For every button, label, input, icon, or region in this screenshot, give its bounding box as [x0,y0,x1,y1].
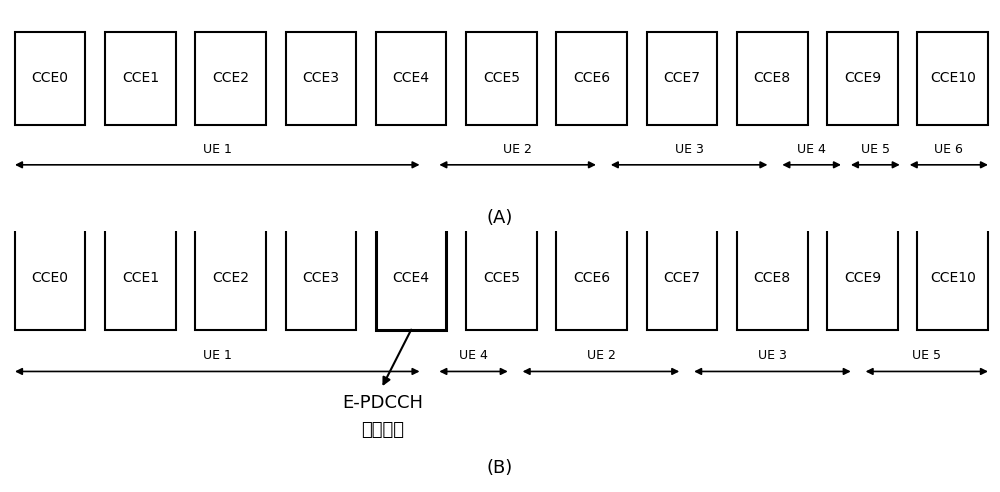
Bar [105,226,176,330]
Text: UE 1: UE 1 [203,349,232,362]
Text: CCE1: CCE1 [122,71,159,86]
Text: CCE0: CCE0 [32,271,69,285]
Bar [827,226,898,330]
Text: CCE4: CCE4 [393,71,430,86]
Text: CCE10: CCE10 [930,71,976,86]
Bar [466,226,537,330]
Text: UE 4: UE 4 [797,143,826,156]
Bar [286,32,356,125]
Bar [556,226,627,330]
Bar [195,226,266,330]
Bar [376,226,446,330]
Text: CCE0: CCE0 [32,71,69,86]
Text: CCE7: CCE7 [663,71,700,86]
Text: UE 2: UE 2 [503,143,532,156]
Text: UE 6: UE 6 [934,143,963,156]
Text: CCE3: CCE3 [302,271,339,285]
Text: UE 4: UE 4 [459,349,488,362]
Bar [466,32,537,125]
Text: UE 3: UE 3 [675,143,704,156]
Bar [15,32,85,125]
Text: CCE9: CCE9 [844,271,881,285]
Bar [827,32,898,125]
Text: CCE5: CCE5 [483,71,520,86]
Bar [917,32,988,125]
Text: CCE2: CCE2 [212,71,249,86]
Text: CCE2: CCE2 [212,271,249,285]
Text: CCE8: CCE8 [754,71,791,86]
Text: CCE3: CCE3 [302,71,339,86]
Text: CCE8: CCE8 [754,271,791,285]
Text: CCE6: CCE6 [573,271,610,285]
Text: E-PDCCH: E-PDCCH [342,394,423,412]
Text: UE 5: UE 5 [861,143,890,156]
Text: CCE4: CCE4 [393,271,430,285]
Bar [647,226,717,330]
Bar [737,226,808,330]
Text: (A): (A) [487,209,513,227]
Text: CCE1: CCE1 [122,271,159,285]
Text: 指示信息: 指示信息 [361,421,404,439]
Bar [286,226,356,330]
Bar [737,32,808,125]
Text: CCE10: CCE10 [930,271,976,285]
Bar [195,32,266,125]
Bar [376,32,446,125]
Bar [917,226,988,330]
Text: (B): (B) [487,459,513,477]
Bar [647,32,717,125]
Text: UE 3: UE 3 [758,349,787,362]
Text: CCE9: CCE9 [844,71,881,86]
Bar [105,32,176,125]
Text: CCE6: CCE6 [573,71,610,86]
Text: UE 5: UE 5 [912,349,941,362]
Text: CCE7: CCE7 [663,271,700,285]
Bar [15,226,85,330]
Text: CCE5: CCE5 [483,271,520,285]
Bar [556,32,627,125]
Text: UE 2: UE 2 [587,349,615,362]
Text: UE 1: UE 1 [203,143,232,156]
